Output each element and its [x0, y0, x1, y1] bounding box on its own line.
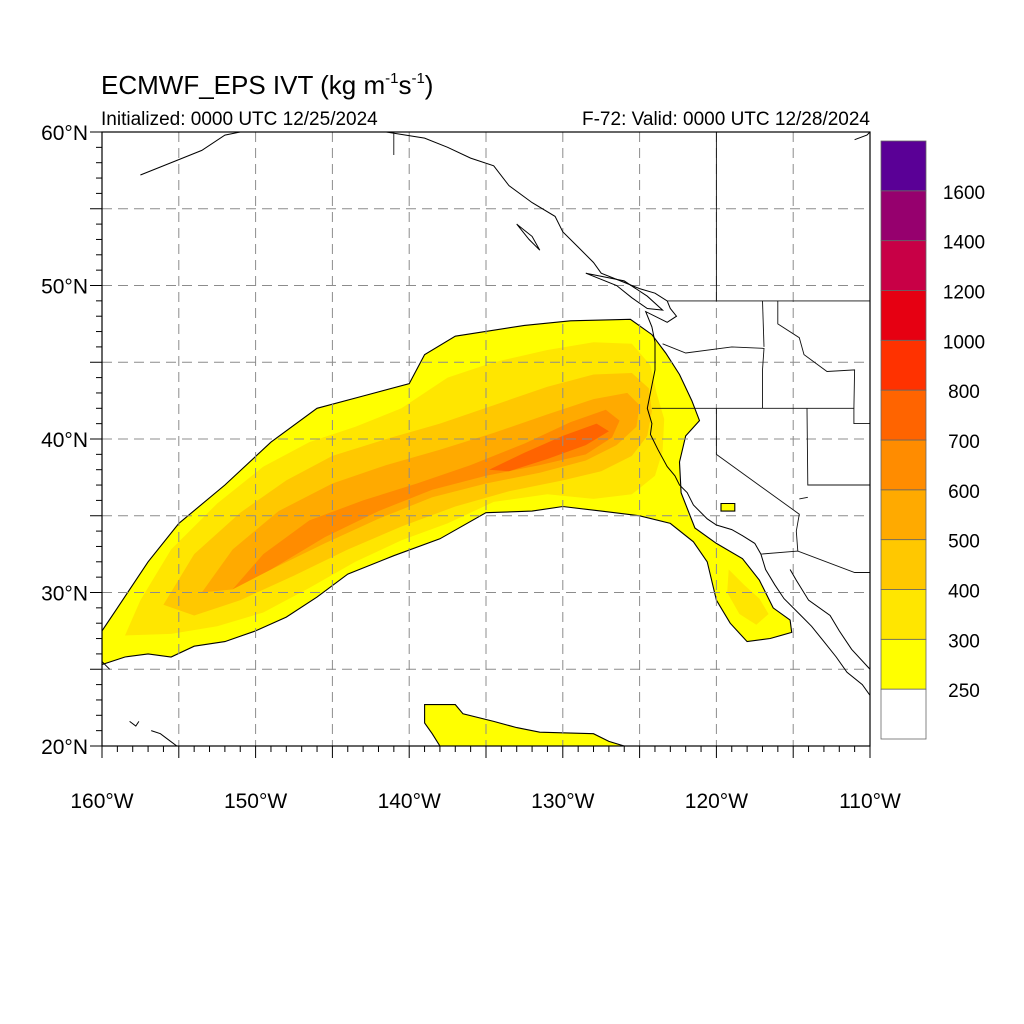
- state-border: [760, 550, 870, 573]
- coastline: [263, 132, 870, 696]
- legend-swatch: [880, 389, 927, 441]
- legend-swatch: [880, 638, 927, 690]
- lat-lon-grid: [102, 132, 870, 746]
- legend-label: 800: [948, 382, 980, 403]
- x-tick-label: 130°W: [531, 790, 594, 813]
- x-tick-label: 160°W: [70, 790, 133, 813]
- legend-label: 1400: [943, 233, 985, 254]
- legend-label: 1000: [943, 332, 985, 353]
- ivt-region-250: [424, 704, 625, 746]
- legend-label: 300: [948, 631, 980, 652]
- state-border: [715, 408, 800, 552]
- legend-label: 1200: [943, 283, 985, 304]
- coastline: [151, 730, 178, 746]
- coastline: [129, 720, 140, 727]
- ivt-shading-layer: [102, 318, 793, 746]
- legend-label: 700: [948, 432, 980, 453]
- legend-swatch: [880, 290, 927, 341]
- y-tick-label: 60°N: [41, 122, 88, 145]
- state-border: [806, 408, 870, 486]
- legend-swatch: [880, 240, 927, 291]
- legend-label: 250: [948, 681, 980, 702]
- initialized-subtitle: Initialized: 0000 UTC 12/25/2024: [101, 109, 378, 130]
- legend-label: 1600: [943, 183, 985, 204]
- x-tick-label: 120°W: [685, 790, 748, 813]
- legend-swatch: [880, 539, 927, 590]
- title-text: ECMWF_EPS IVT (kg m: [101, 70, 386, 100]
- coastline: [789, 569, 870, 670]
- legend-label: 400: [948, 582, 980, 603]
- state-border: [799, 496, 808, 500]
- x-tick-label: 150°W: [224, 790, 287, 813]
- state-border: [762, 300, 765, 347]
- legend-swatch: [880, 589, 927, 640]
- title-end: ): [424, 70, 434, 100]
- valid-time-subtitle: F-72: Valid: 0000 UTC 12/28/2024: [582, 109, 870, 130]
- ivt-250-contour: [102, 318, 793, 666]
- ivt-region-250: [721, 503, 735, 512]
- political-borders-layer: [393, 132, 870, 573]
- state-border: [651, 407, 870, 425]
- legend-swatch: [880, 688, 927, 740]
- y-tick-label: 30°N: [41, 583, 88, 606]
- state-border: [777, 300, 856, 409]
- ivt-region-300: [727, 569, 769, 625]
- y-tick-label: 20°N: [41, 736, 88, 759]
- map-title: ECMWF_EPS IVT (kg m-1s-1): [101, 70, 433, 101]
- coastline-layer: [102, 132, 870, 746]
- legend-swatch: [880, 140, 927, 192]
- state-border: [662, 343, 765, 409]
- title-s: s: [398, 70, 412, 100]
- latitude-labels: 20°N 30°N 40°N 50°N 60°N: [41, 122, 88, 759]
- ivt-250-contour: [720, 502, 736, 512]
- legend-swatch: [880, 190, 927, 242]
- title-superscript-2: -1: [411, 70, 425, 87]
- legend-label: 500: [948, 532, 980, 553]
- legend-swatch: [880, 489, 927, 540]
- legend-swatch: [880, 439, 927, 491]
- ivt-250-contour: [424, 704, 625, 746]
- coastline: [140, 132, 241, 176]
- legend-label: 600: [948, 482, 980, 503]
- title-superscript-1: -1: [385, 70, 399, 87]
- y-tick-label: 50°N: [41, 276, 88, 299]
- coastline: [854, 132, 870, 141]
- y-tick-label: 40°N: [41, 429, 88, 452]
- axis-ticks: [90, 131, 871, 758]
- x-tick-label: 140°W: [378, 790, 441, 813]
- coastline: [585, 272, 665, 311]
- coastline: [102, 661, 111, 670]
- longitude-labels: 160°W 150°W 140°W 130°W 120°W 110°W: [70, 790, 901, 813]
- ivt-region-700: [489, 423, 609, 472]
- color-legend: 250 300 400 500 600 700 800 1000 1200 1400 1600: [880, 140, 985, 740]
- x-tick-label: 110°W: [839, 790, 901, 813]
- legend-swatch: [880, 339, 927, 391]
- coastline: [516, 223, 541, 251]
